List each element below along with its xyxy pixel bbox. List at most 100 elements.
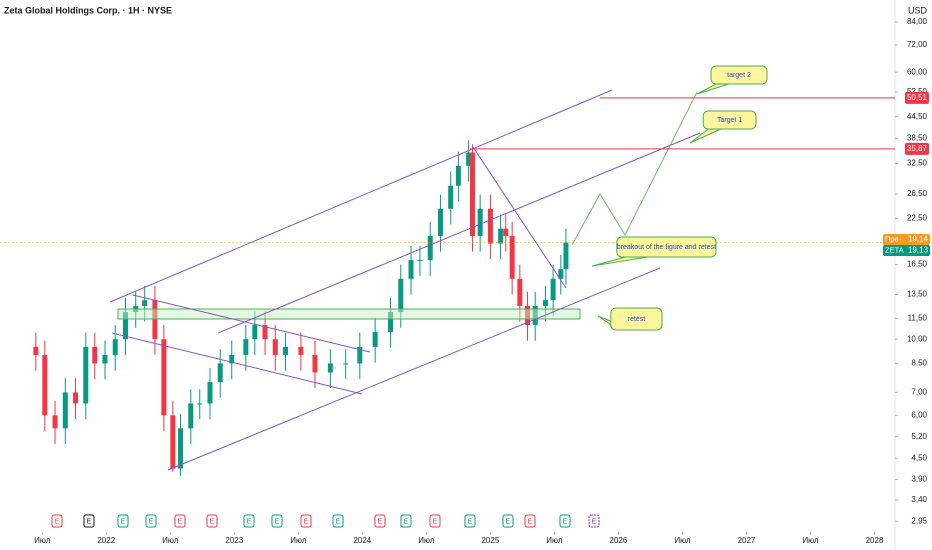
callout <box>610 307 663 331</box>
earnings-badge <box>464 514 476 528</box>
candle-body <box>343 363 349 365</box>
callout <box>702 110 757 130</box>
earnings-label: E <box>404 518 409 525</box>
earnings-badge <box>206 514 218 528</box>
candle <box>466 140 472 182</box>
candle <box>503 214 509 252</box>
x-tick-label: 2028 <box>866 536 884 545</box>
earnings-badge <box>559 514 571 528</box>
y-tick-label: 4,50 <box>911 453 927 462</box>
callout-text: Target 1 <box>717 117 742 124</box>
candle <box>388 297 394 348</box>
earnings-badge <box>502 514 514 528</box>
candle <box>62 378 68 445</box>
zone <box>117 308 581 320</box>
candle <box>327 349 333 389</box>
x-tick-label: Июл <box>162 536 179 545</box>
candle <box>343 349 349 380</box>
candle <box>229 340 235 380</box>
x-tick-label: Июл <box>34 536 51 545</box>
candle-body <box>448 185 454 209</box>
candle-body <box>398 278 404 313</box>
y-tick-label: 52,50 <box>907 87 928 96</box>
candle <box>558 254 564 295</box>
callout-text: retest <box>628 316 646 323</box>
x-tick-label: 2024 <box>353 536 371 545</box>
candle-body <box>73 392 79 404</box>
y-tick-label: 16,50 <box>907 260 928 269</box>
candle <box>92 332 98 380</box>
candle <box>312 340 318 389</box>
candle <box>217 349 223 398</box>
candle-body <box>122 312 128 340</box>
price-tag-prefix: ZETA <box>885 246 904 255</box>
candle-body <box>498 228 504 244</box>
candle-body <box>262 325 268 340</box>
candle <box>102 340 108 380</box>
price-tag <box>905 91 929 104</box>
callout <box>710 65 768 85</box>
earnings-label: E <box>528 518 533 525</box>
candle-body <box>327 363 333 373</box>
trend-line <box>111 332 363 395</box>
earnings-label: E <box>304 518 309 525</box>
earnings-badge <box>300 514 312 528</box>
trend-line <box>132 294 371 353</box>
candle <box>42 340 48 432</box>
y-tick-label: 72,00 <box>907 40 928 49</box>
candle <box>243 325 249 371</box>
earnings-label: E <box>433 518 438 525</box>
candle-body <box>408 260 414 279</box>
x-tick-label: Июл <box>290 536 307 545</box>
candle-body <box>252 325 258 340</box>
candle-body <box>517 278 523 306</box>
y-tick-label: 8,50 <box>911 359 927 368</box>
candle <box>122 297 128 355</box>
x-tick-label: Июл <box>418 536 435 545</box>
x-tick-label: Июл <box>802 536 819 545</box>
y-tick-label: 6,00 <box>911 410 927 419</box>
y-tick-label: 2,95 <box>911 516 927 525</box>
candle-body <box>83 346 89 404</box>
callout-text: target 2 <box>727 72 751 79</box>
earnings-label: E <box>178 518 183 525</box>
earnings-badge <box>429 514 441 528</box>
candle <box>509 221 515 295</box>
price-tag <box>883 233 930 245</box>
earnings-label: E <box>468 518 473 525</box>
x-tick-label: Июл <box>674 536 691 545</box>
earnings-badge <box>588 514 600 528</box>
candle-body <box>229 354 235 364</box>
price-tag-label: 19,14 <box>908 235 929 244</box>
candle-body <box>427 235 433 261</box>
candle <box>498 214 504 260</box>
currency: USD <box>908 5 928 15</box>
trend-line <box>472 146 567 289</box>
y-tick-label: 84,00 <box>907 17 928 26</box>
candle-body <box>558 269 564 279</box>
candle-body <box>178 428 184 469</box>
callout-text: breakout of the figure and retest <box>617 244 716 251</box>
price-tag-label: 50,51 <box>907 93 928 102</box>
price-tag <box>905 142 929 155</box>
candle <box>448 171 454 225</box>
y-tick-label: 44,50 <box>907 112 928 121</box>
candle <box>427 221 433 276</box>
price-tag-label: 35,87 <box>907 144 928 153</box>
y-tick-label: 32,50 <box>907 159 928 168</box>
y-tick-label: 60,00 <box>907 67 928 76</box>
trend-line <box>167 267 661 471</box>
earnings-label: E <box>55 518 60 525</box>
candle-body <box>283 346 289 355</box>
earnings-label: E <box>336 518 341 525</box>
candle-body <box>33 346 39 355</box>
candle-body <box>487 208 493 244</box>
earnings-label: E <box>506 518 511 525</box>
candle-body <box>112 339 118 355</box>
candle <box>73 378 79 420</box>
candle-body <box>455 165 461 186</box>
y-tick-label: 10,00 <box>907 334 928 343</box>
